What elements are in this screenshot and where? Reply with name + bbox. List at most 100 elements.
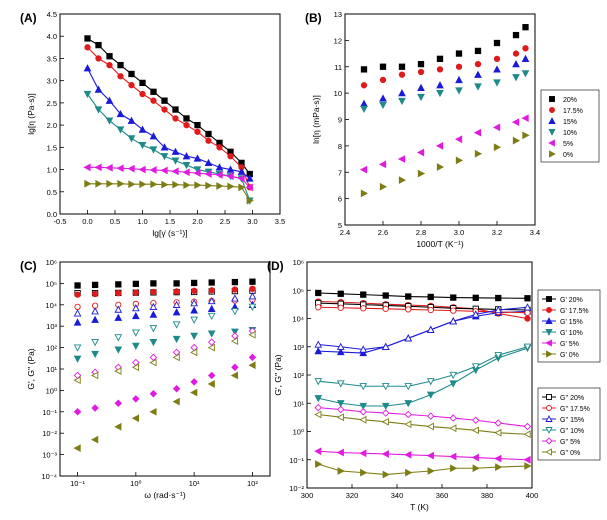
data-point xyxy=(94,163,102,172)
data-point xyxy=(105,117,114,125)
x-tick-label: 300 xyxy=(301,491,314,500)
series-line xyxy=(318,292,528,299)
data-point xyxy=(474,70,482,78)
data-point xyxy=(238,183,246,192)
data-point xyxy=(237,174,245,183)
data-point xyxy=(83,90,92,99)
data-point xyxy=(379,94,387,102)
data-point xyxy=(449,452,457,461)
data-point xyxy=(450,294,457,301)
data-point xyxy=(379,182,388,191)
data-point xyxy=(315,304,322,311)
data-point xyxy=(455,156,464,165)
y-tick-label: 1.0 xyxy=(47,166,57,175)
y-tick-label: 3.0 xyxy=(47,77,57,86)
data-point xyxy=(149,358,157,367)
data-point xyxy=(405,306,412,313)
data-point xyxy=(231,328,239,336)
data-point xyxy=(379,101,387,110)
legend-marker xyxy=(549,107,555,113)
data-point xyxy=(117,179,125,188)
data-point xyxy=(182,168,190,177)
y-tick-label: 1.5 xyxy=(47,143,57,152)
data-point xyxy=(314,340,323,348)
data-point xyxy=(360,82,368,89)
data-point xyxy=(171,147,180,155)
data-point xyxy=(512,74,520,82)
legend-label: 5% xyxy=(563,141,573,148)
data-point xyxy=(359,415,367,424)
y-tick-label: 10⁻¹ xyxy=(289,456,304,465)
data-point xyxy=(190,316,199,324)
legend-label: G'' 0% xyxy=(560,450,580,457)
data-point xyxy=(359,165,368,174)
data-point xyxy=(149,325,158,333)
data-point xyxy=(426,391,435,399)
data-point xyxy=(427,293,434,301)
data-point xyxy=(207,380,215,388)
series-group xyxy=(83,35,254,205)
data-point xyxy=(227,182,235,191)
y-tick-label: 10⁶ xyxy=(293,258,304,267)
x-tick-label: 3.0 xyxy=(247,217,257,226)
legend-marker xyxy=(545,437,553,445)
data-point xyxy=(427,467,435,475)
data-point xyxy=(73,355,82,363)
data-point xyxy=(73,309,82,317)
data-point xyxy=(471,310,480,318)
legend-label: G'' 15% xyxy=(560,417,584,424)
data-point xyxy=(226,172,234,181)
data-point xyxy=(231,286,239,293)
data-point xyxy=(106,61,113,69)
series-line xyxy=(318,306,528,351)
data-point xyxy=(495,294,502,302)
y-axis-label: G', G'' (Pa) xyxy=(273,354,283,395)
data-point xyxy=(193,154,202,162)
data-point xyxy=(359,408,367,416)
data-point xyxy=(494,428,502,437)
chart-panel-0: -0.5 0.0 0.5 1.0 1.5 2.0 2.5 3.0 3.50.00.51.01.5… xyxy=(20,10,285,238)
data-point xyxy=(381,342,390,350)
data-point xyxy=(473,128,482,137)
data-point xyxy=(149,407,157,416)
data-point xyxy=(207,312,216,321)
legend-marker xyxy=(545,415,553,422)
y-tick-label: 10⁰ xyxy=(293,428,304,437)
data-point xyxy=(106,53,113,60)
data-point xyxy=(449,317,458,325)
data-point xyxy=(91,338,99,347)
series-line xyxy=(318,407,528,428)
data-point xyxy=(512,50,520,57)
data-point xyxy=(450,464,458,473)
data-point xyxy=(314,447,322,456)
chart-panel-1: 2.4 2.6 2.8 3.0 3.2 3.4 5 6 7 8 9 10 11 12 13 1000/T (K… xyxy=(305,10,600,249)
data-point xyxy=(150,97,157,104)
y-tick-label: 10⁰ xyxy=(46,386,57,395)
data-point xyxy=(426,451,434,460)
data-point xyxy=(337,290,344,297)
legend-box xyxy=(537,387,601,461)
data-point xyxy=(494,454,502,463)
data-point xyxy=(382,305,389,312)
data-point xyxy=(91,404,99,412)
legend-box xyxy=(540,89,600,163)
series-line xyxy=(318,346,528,387)
data-point xyxy=(114,367,122,375)
y-tick-label: 10⁴ xyxy=(45,301,57,310)
data-point xyxy=(193,166,202,174)
y-tick-label: 10² xyxy=(293,371,304,380)
data-point xyxy=(149,146,158,154)
legend-marker xyxy=(549,150,556,158)
data-point xyxy=(91,281,99,289)
data-point xyxy=(337,304,344,311)
data-point xyxy=(127,164,135,173)
legend-marker xyxy=(546,394,552,400)
data-point xyxy=(172,300,181,308)
data-point xyxy=(404,450,412,459)
x-tick-label: 2.0 xyxy=(192,217,202,226)
data-point xyxy=(182,152,191,160)
data-point xyxy=(149,166,157,174)
data-point xyxy=(237,167,246,175)
data-point xyxy=(117,73,124,80)
x-axis-label: lg[γ̇ (s⁻¹)] xyxy=(152,228,187,238)
